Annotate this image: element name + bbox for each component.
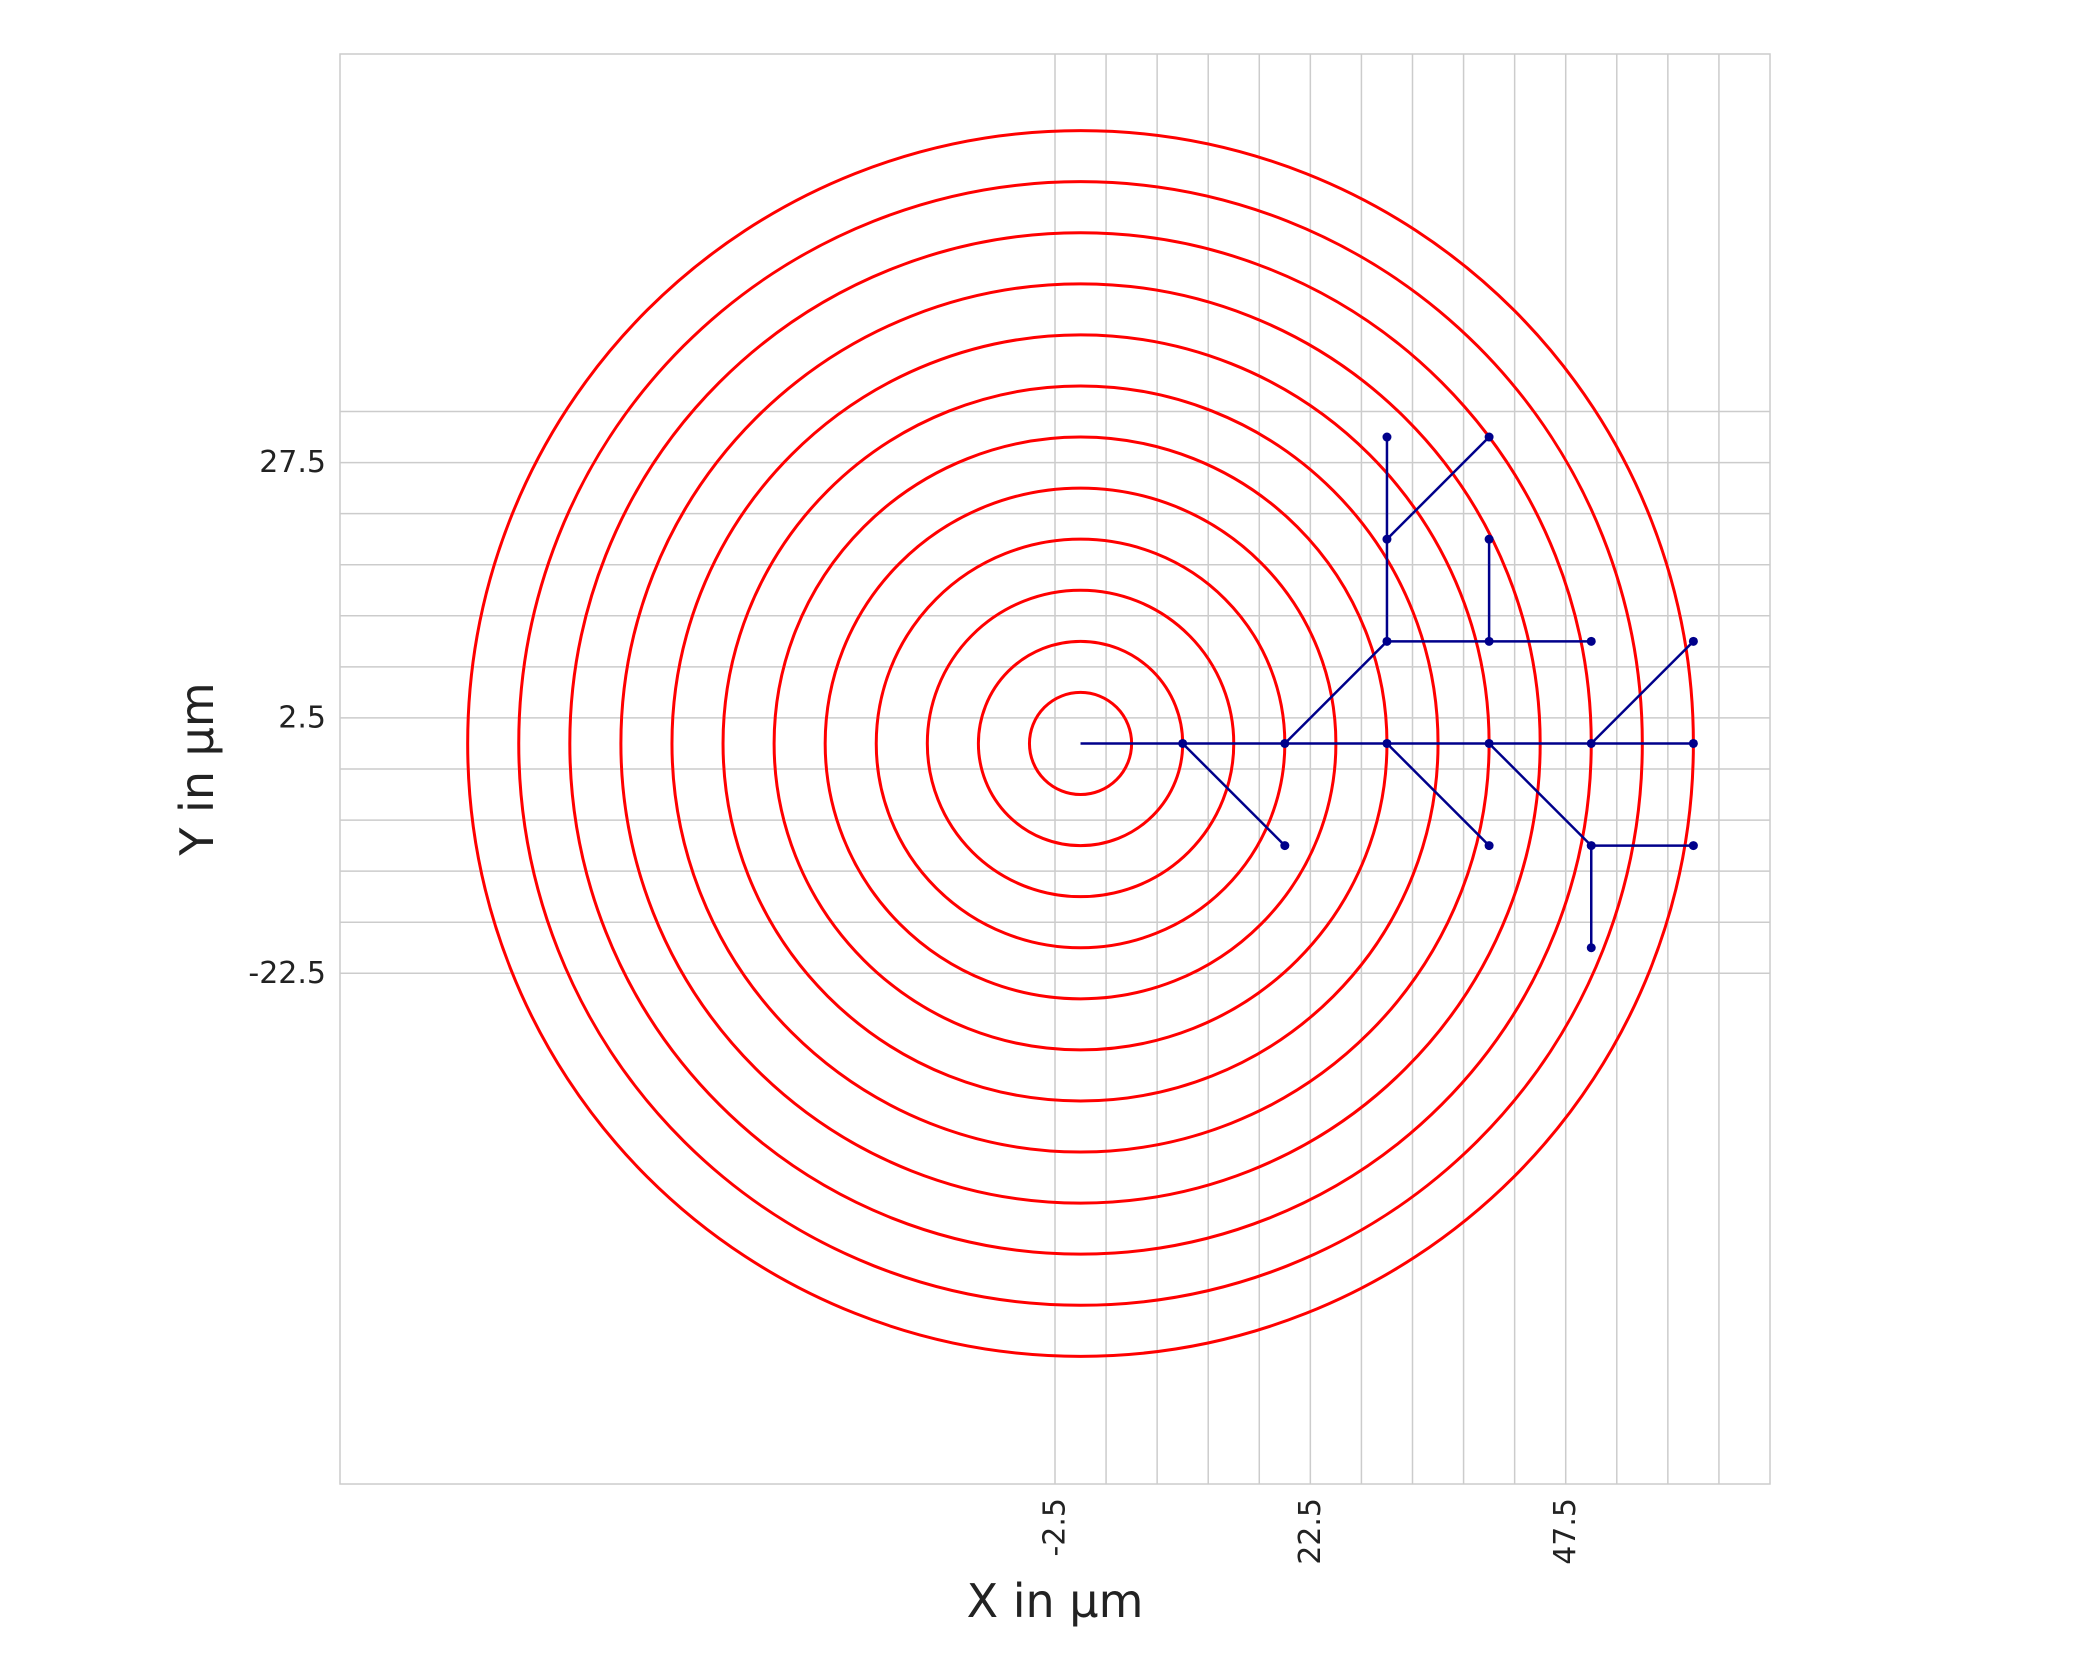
x-tick-label: 22.5 xyxy=(1293,1498,1328,1565)
tree-node xyxy=(1484,738,1494,748)
tree-node xyxy=(1280,841,1290,851)
y-tick-label: 2.5 xyxy=(278,700,326,735)
tree-node xyxy=(1382,636,1392,646)
tree-segment xyxy=(1283,640,1388,745)
plot-frame xyxy=(339,53,1771,1485)
x-tick-label: -2.5 xyxy=(1038,1498,1073,1557)
tree-node xyxy=(1178,738,1188,748)
tree-node xyxy=(1382,432,1392,442)
x-tick-label: 47.5 xyxy=(1548,1498,1583,1565)
tree-node xyxy=(1688,636,1698,646)
tree-node xyxy=(1280,738,1290,748)
tree-node xyxy=(1688,738,1698,748)
tree-segment xyxy=(1386,742,1490,847)
tree-node xyxy=(1586,636,1596,646)
y-tick-labels: 27.5 2.5 -22.5 xyxy=(248,445,326,991)
tree-segment xyxy=(1590,640,1695,745)
x-tick-labels: -2.5 22.5 47.5 xyxy=(1038,1498,1584,1565)
tree-node xyxy=(1382,534,1392,544)
tree-node xyxy=(1484,432,1494,442)
tree-segment xyxy=(1181,742,1286,847)
tree-layer xyxy=(1080,436,1695,948)
y-tick-label: 27.5 xyxy=(259,445,326,480)
tree-node xyxy=(1586,841,1596,851)
y-axis-title: Y in μm xyxy=(170,682,224,856)
node-layer xyxy=(1178,432,1698,953)
tree-segment xyxy=(1386,436,1490,541)
tree-node xyxy=(1484,636,1494,646)
tree-node xyxy=(1586,943,1596,953)
tree-node xyxy=(1484,534,1494,544)
tree-node xyxy=(1484,841,1494,851)
tree-node xyxy=(1382,738,1392,748)
tree-node xyxy=(1688,841,1698,851)
x-axis-title: X in μm xyxy=(967,1574,1144,1628)
grid-layer xyxy=(340,54,1770,1484)
tree-node xyxy=(1586,738,1596,748)
tree-segment xyxy=(1488,742,1593,847)
y-tick-label: -22.5 xyxy=(248,956,326,991)
